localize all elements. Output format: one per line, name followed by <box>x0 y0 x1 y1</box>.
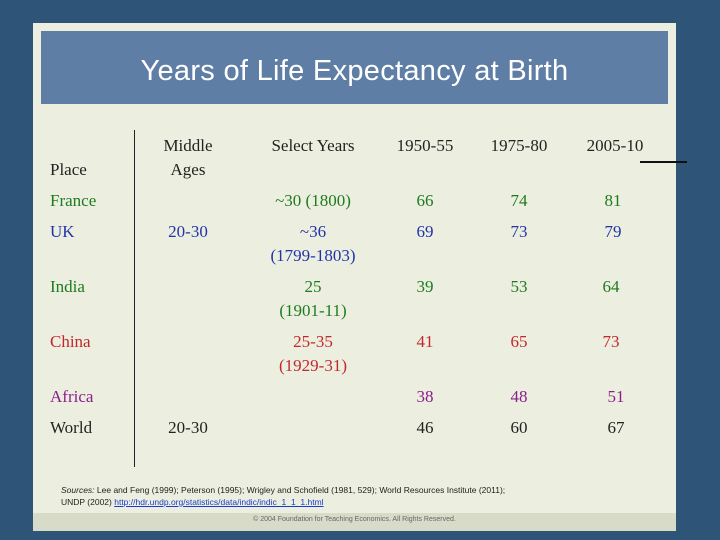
column-divider <box>134 130 135 467</box>
row-africa-place: Africa <box>50 387 94 406</box>
slide: Years of Life Expectancy at Birth Place … <box>33 23 676 531</box>
row-uk-2005-10: 79 <box>604 222 622 241</box>
page-title: Years of Life Expectancy at Birth <box>140 55 569 87</box>
row-china-select-line1: 25-35 <box>293 332 333 351</box>
row-uk-1950-55: 69 <box>416 222 434 241</box>
row-africa-1975-80: 48 <box>510 387 528 406</box>
header-1975-80: 1975-80 <box>490 136 548 155</box>
row-india-1950-55: 39 <box>416 277 434 296</box>
row-uk-place: UK <box>50 222 75 241</box>
row-uk-middle: 20-30 <box>168 222 208 241</box>
footer-bar: © 2004 Foundation for Teaching Economics… <box>33 513 676 531</box>
row-uk-1975-80: 73 <box>510 222 528 241</box>
sources-note: Sources: Lee and Feng (1999); Peterson (… <box>61 484 505 508</box>
row-france-place: France <box>50 191 97 210</box>
row-india-select-line2: (1901-11) <box>279 301 347 320</box>
row-china-select-line2: (1929-31) <box>279 356 347 375</box>
row-india-2005-10: 64 <box>602 277 620 296</box>
undp-link[interactable]: http://hdr.undp.org/statistics/data/indi… <box>114 497 324 507</box>
row-china-2005-10: 73 <box>602 332 620 351</box>
row-france-1975-80: 74 <box>510 191 528 210</box>
row-world-1950-55: 46 <box>416 418 434 437</box>
row-world-2005-10: 67 <box>607 418 625 437</box>
sources-line2: UNDP (2002) <box>61 497 115 507</box>
row-uk-select-line1: ~36 <box>299 222 327 241</box>
header-middle-ages-line1: Middle <box>163 136 213 155</box>
row-world-middle: 20-30 <box>168 418 208 437</box>
row-africa-2005-10: 51 <box>607 387 625 406</box>
header-2005-10: 2005-10 <box>586 136 644 155</box>
row-india-select-line1: 25 <box>304 277 322 296</box>
header-select-years: Select Years <box>271 136 355 155</box>
row-africa-1950-55: 38 <box>416 387 434 406</box>
row-uk-select-line2: (1799-1803) <box>270 246 356 265</box>
row-india-place: India <box>50 277 85 296</box>
copyright-text: © 2004 Foundation for Teaching Economics… <box>253 516 456 523</box>
row-france-1950-55: 66 <box>416 191 434 210</box>
row-france-2005-10: 81 <box>604 191 622 210</box>
header-1950-55: 1950-55 <box>396 136 454 155</box>
title-bar: Years of Life Expectancy at Birth <box>41 31 668 104</box>
row-china-1975-80: 65 <box>510 332 528 351</box>
sources-line1: Lee and Feng (1999); Peterson (1995); Wr… <box>94 485 506 495</box>
row-world-place: World <box>50 418 93 437</box>
row-india-1975-80: 53 <box>510 277 528 296</box>
header-place: Place <box>50 160 87 179</box>
row-china-place: China <box>50 332 91 351</box>
row-china-1950-55: 41 <box>416 332 434 351</box>
row-france-select: ~30 (1800) <box>275 191 351 210</box>
row-world-1975-80: 60 <box>510 418 528 437</box>
header-middle-ages-line2: Ages <box>170 160 206 179</box>
sources-label: Sources: <box>61 485 95 495</box>
right-edge-line <box>640 161 687 163</box>
